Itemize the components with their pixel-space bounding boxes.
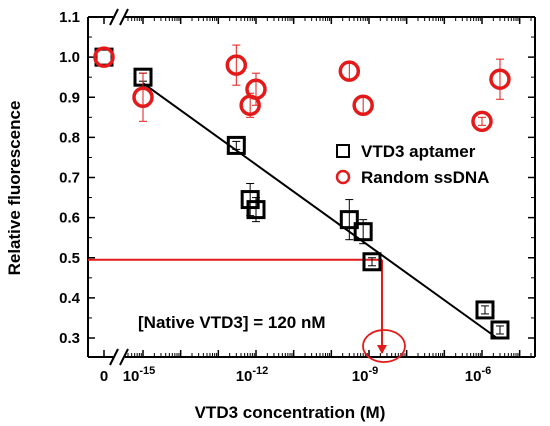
data-point-square xyxy=(475,300,495,320)
series-circle xyxy=(93,44,511,133)
series-square xyxy=(94,47,510,340)
data-point-square xyxy=(339,210,359,230)
data-point-square xyxy=(490,320,510,340)
data-point-square xyxy=(353,222,373,242)
legend-marker-circle xyxy=(335,169,351,185)
legend-label: VTD3 aptamer xyxy=(361,142,476,161)
y-tick-label: 0.8 xyxy=(59,129,80,146)
data-point-circle xyxy=(489,68,511,90)
fit-line-layer xyxy=(142,82,498,339)
plot-frame xyxy=(87,8,536,366)
axis-break-mark xyxy=(119,8,129,26)
data-point-square xyxy=(226,135,246,155)
data-point-circle xyxy=(338,60,361,82)
annotation-arrow xyxy=(376,345,387,354)
x-tick-label: 10-12 xyxy=(236,365,269,385)
annotation-text: [Native VTD3] = 120 nM xyxy=(138,313,326,332)
axis-break-mark xyxy=(109,348,119,366)
axis-ticks xyxy=(88,16,535,357)
legend-marker-square xyxy=(336,144,350,158)
axis-break-mark xyxy=(109,8,119,26)
annotation-lines xyxy=(88,258,406,363)
y-tick-label: 0.5 xyxy=(59,250,80,267)
y-tick-label: 0.6 xyxy=(59,210,80,227)
tick-labels: 0.3 0.4 0.5 0.6 0.7 0.8 0.9 1.0 1.1 0 10-15 10-12 10… xyxy=(59,9,491,385)
legend: VTD3 aptamer Random ssDNA xyxy=(335,142,489,187)
annotation-circle xyxy=(362,329,406,363)
fit-line xyxy=(142,82,498,339)
legend-label: Random ssDNA xyxy=(361,168,489,187)
data-point-circle xyxy=(352,94,374,117)
y-axis-title: Relative fluorescence xyxy=(5,101,24,276)
axis-break-mark xyxy=(119,348,129,366)
x-tick-label: 10-9 xyxy=(352,365,378,385)
x-tick-label: 10-6 xyxy=(465,365,491,385)
y-tick-label: 0.3 xyxy=(59,330,80,347)
data-point-square xyxy=(246,200,266,220)
data-point-circle xyxy=(132,86,154,108)
data-point-circle xyxy=(245,78,267,100)
data-point-square xyxy=(362,252,382,272)
x-axis-title: VTD3 concentration (M) xyxy=(195,403,386,422)
y-tick-label: 1.0 xyxy=(59,49,80,66)
y-tick-label: 0.9 xyxy=(59,89,80,106)
data-point-circle xyxy=(471,110,493,133)
y-tick-label: 0.7 xyxy=(59,170,80,187)
data-point-circle xyxy=(93,46,115,68)
data-point-square xyxy=(240,190,260,210)
x-tick-label: 10-15 xyxy=(123,365,156,385)
y-tick-label: 1.1 xyxy=(59,9,80,26)
data-point-circle xyxy=(225,54,248,76)
y-tick-label: 0.4 xyxy=(59,290,81,307)
x-tick-label: 0 xyxy=(100,368,108,385)
series-layer xyxy=(93,44,511,340)
